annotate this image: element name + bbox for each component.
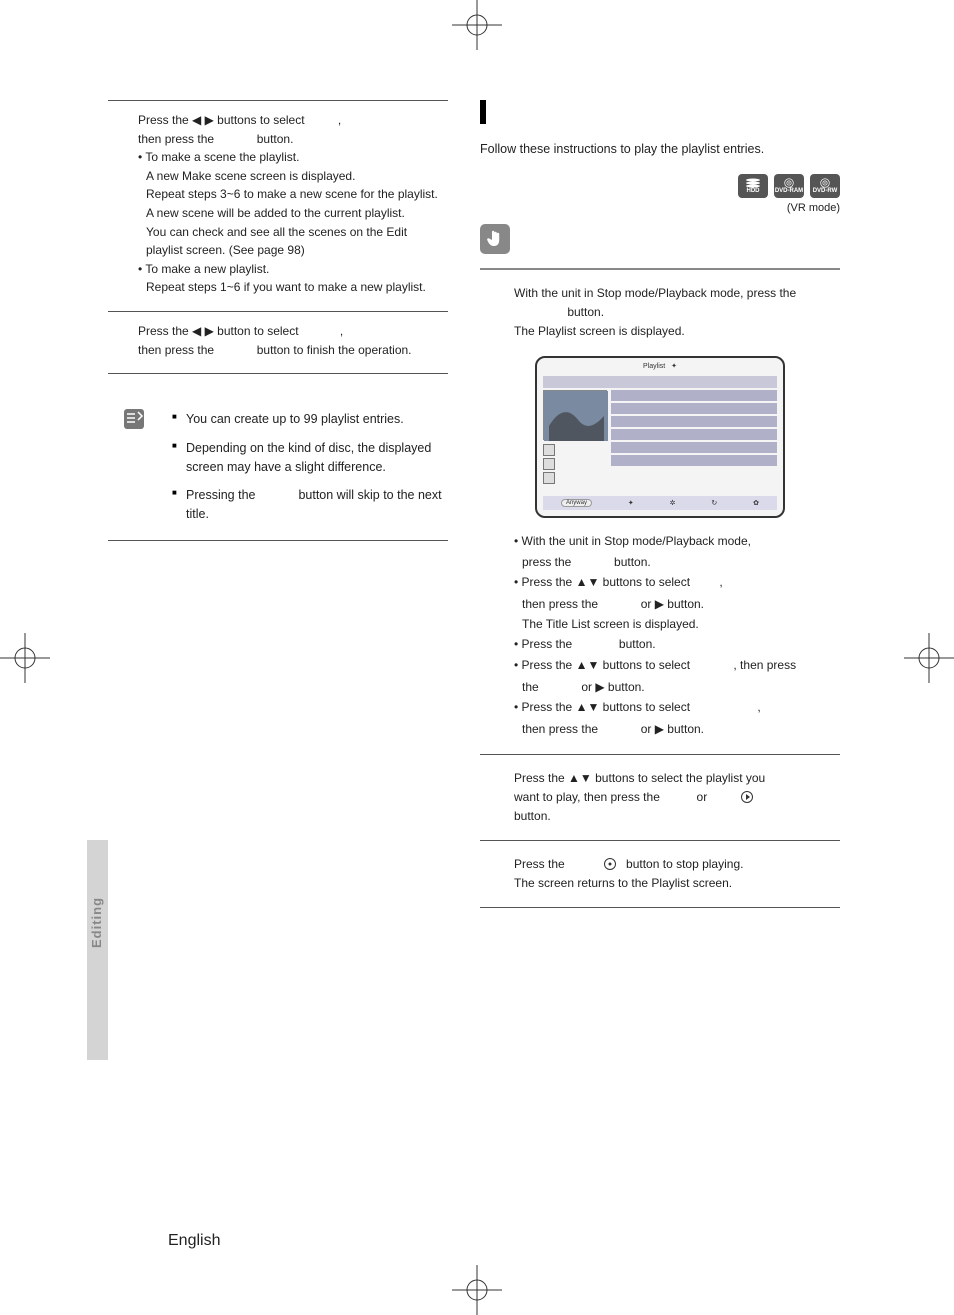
rule: [108, 311, 448, 312]
left-step-2: Press the ◀ ▶ button to select , then pr…: [108, 322, 448, 359]
text-line: then press the or ▶ button.: [514, 720, 838, 740]
note-icon: [123, 408, 145, 430]
text-line: Repeat steps 1~6 if you want to make a n…: [138, 278, 448, 297]
text-line: Press the button to stop playing.: [514, 855, 840, 874]
text-line: A new scene will be added to the current…: [138, 204, 448, 223]
text-line: want to play, then press the or: [514, 788, 840, 807]
bullet: • Press the ▲▼ buttons to select ,: [514, 698, 838, 718]
bullet: • Press the button.: [514, 635, 838, 655]
right-step-2: Press the ▲▼ buttons to select the playl…: [480, 769, 840, 827]
text-line: playlist screen. (See page 98): [138, 241, 448, 260]
text-line: Press the ◀ ▶ buttons to select ,: [138, 111, 448, 130]
bullet: • To make a scene the playlist.: [138, 148, 448, 167]
bullet: • Press the ▲▼ buttons to select ,: [514, 573, 838, 593]
text-line: Press the ▲▼ buttons to select the playl…: [514, 769, 840, 788]
text-line: button.: [514, 303, 840, 322]
bullet: • To make a new playlist.: [138, 260, 448, 279]
right-step-3: Press the button to stop playing. The sc…: [480, 855, 840, 893]
text-line: The screen returns to the Playlist scree…: [514, 874, 840, 893]
note-item: Pressing the button will skip to the nex…: [172, 486, 448, 524]
disc-icon-row: HDD DVD-RAM DVD-RW: [480, 174, 840, 198]
crop-mark-bottom: [452, 1265, 502, 1315]
text-line: button.: [514, 807, 840, 826]
tv-side-icons: [543, 444, 557, 486]
text-line: the or ▶ button.: [514, 678, 838, 698]
rule: [480, 840, 840, 841]
heading-bar-icon: [480, 100, 486, 124]
crop-mark-left: [0, 633, 50, 683]
right-step-1: With the unit in Stop mode/Playback mode…: [480, 284, 840, 342]
text-line: then press the button.: [138, 130, 448, 149]
rule: [480, 754, 840, 755]
crop-mark-top: [452, 0, 502, 50]
text-line: The Title List screen is displayed.: [514, 615, 838, 635]
right-column: Follow these instructions to play the pl…: [480, 100, 840, 908]
section-heading: [480, 100, 840, 124]
tv-rows: [611, 390, 777, 468]
rule: [108, 100, 448, 101]
left-step-1: Press the ◀ ▶ buttons to select , then p…: [108, 111, 448, 297]
note-block: You can create up to 99 playlist entries…: [108, 404, 448, 541]
sidebar-tab: [87, 840, 108, 1060]
playlist-screen-mock: Playlist ✦ Anyway ✦ ✲ ↻ ✿: [535, 356, 785, 518]
text-line: then press the or ▶ button.: [514, 595, 838, 615]
bullet: • Press the ▲▼ buttons to select , then …: [514, 656, 838, 676]
text-line: Repeat steps 3~6 to make a new scene for…: [138, 185, 448, 204]
disc-mode-note: (VR mode): [480, 202, 840, 214]
text-line: The Playlist screen is displayed.: [514, 322, 840, 341]
hand-icon: [480, 224, 510, 254]
tv-band: [543, 376, 777, 388]
play-icon: [741, 791, 753, 803]
bullet: • With the unit in Stop mode/Playback mo…: [514, 532, 838, 552]
sidebar-label: Editing: [89, 897, 104, 948]
rule: [480, 268, 840, 270]
footer-language: English: [168, 1232, 220, 1250]
tv-title: Playlist ✦: [537, 362, 783, 370]
hdd-icon: HDD: [738, 174, 768, 198]
text-line: A new Make scene screen is displayed.: [138, 167, 448, 186]
note-item: Depending on the kind of disc, the displ…: [172, 439, 448, 477]
text-line: With the unit in Stop mode/Playback mode…: [514, 284, 840, 303]
rule: [480, 907, 840, 908]
dvd-rw-icon: DVD-RW: [810, 174, 840, 198]
tv-thumbnail: [543, 390, 607, 440]
note-item: You can create up to 99 playlist entries…: [172, 410, 448, 429]
text-line: Press the ◀ ▶ button to select ,: [138, 322, 448, 341]
text-line: You can check and see all the scenes on …: [138, 223, 448, 242]
left-column: Press the ◀ ▶ buttons to select , then p…: [108, 100, 448, 541]
stop-icon: [604, 858, 616, 870]
text-line: press the button.: [514, 553, 838, 573]
text-line: then press the button to finish the oper…: [138, 341, 448, 360]
dvd-ram-icon: DVD-RAM: [774, 174, 804, 198]
section-description: Follow these instructions to play the pl…: [480, 142, 840, 156]
tv-bottom-bar: Anyway ✦ ✲ ↻ ✿: [543, 496, 777, 510]
right-bullet-block: • With the unit in Stop mode/Playback mo…: [480, 532, 840, 740]
crop-mark-right: [904, 633, 954, 683]
page-content: Editing Press the ◀ ▶ buttons to select …: [108, 100, 848, 1210]
